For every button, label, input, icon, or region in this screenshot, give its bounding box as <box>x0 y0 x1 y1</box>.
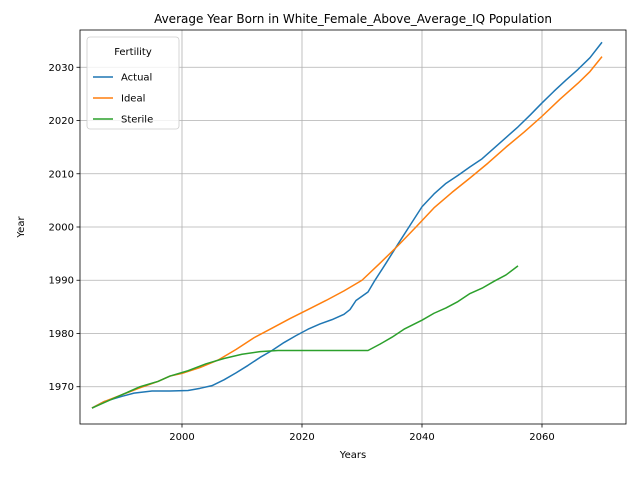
legend-label-sterile: Sterile <box>121 115 153 126</box>
grid-lines <box>80 30 626 424</box>
y-tick-label: 2000 <box>49 223 74 234</box>
legend-label-ideal: Ideal <box>121 94 145 105</box>
y-tick-label: 1990 <box>49 276 74 287</box>
legend-box <box>86 36 180 130</box>
y-tick-label: 1970 <box>49 382 74 393</box>
x-tick-label: 2020 <box>289 432 314 443</box>
y-tick-label: 2030 <box>49 63 74 74</box>
x-tick-label: 2040 <box>409 432 434 443</box>
x-tick-label: 2000 <box>169 432 194 443</box>
chart-title: Average Year Born in White_Female_Above_… <box>154 12 552 26</box>
axis-ticks: 2000 2020 2040 2060 1970 1980 1990 2000 2010 2020… <box>49 63 555 443</box>
legend: Fertility Actual Ideal Sterile <box>86 36 180 130</box>
y-tick-label: 1980 <box>49 329 74 340</box>
legend-label-actual: Actual <box>121 73 152 84</box>
x-axis-title: Years <box>339 450 366 461</box>
y-axis-title: Year <box>16 216 27 239</box>
series-line-sterile <box>91 265 519 409</box>
legend-title: Fertility <box>114 47 152 58</box>
series-lines <box>91 41 603 409</box>
y-tick-label: 2020 <box>49 116 74 127</box>
series-line-actual <box>91 41 603 409</box>
x-tick-label: 2060 <box>529 432 554 443</box>
y-tick-label: 2010 <box>49 169 74 180</box>
